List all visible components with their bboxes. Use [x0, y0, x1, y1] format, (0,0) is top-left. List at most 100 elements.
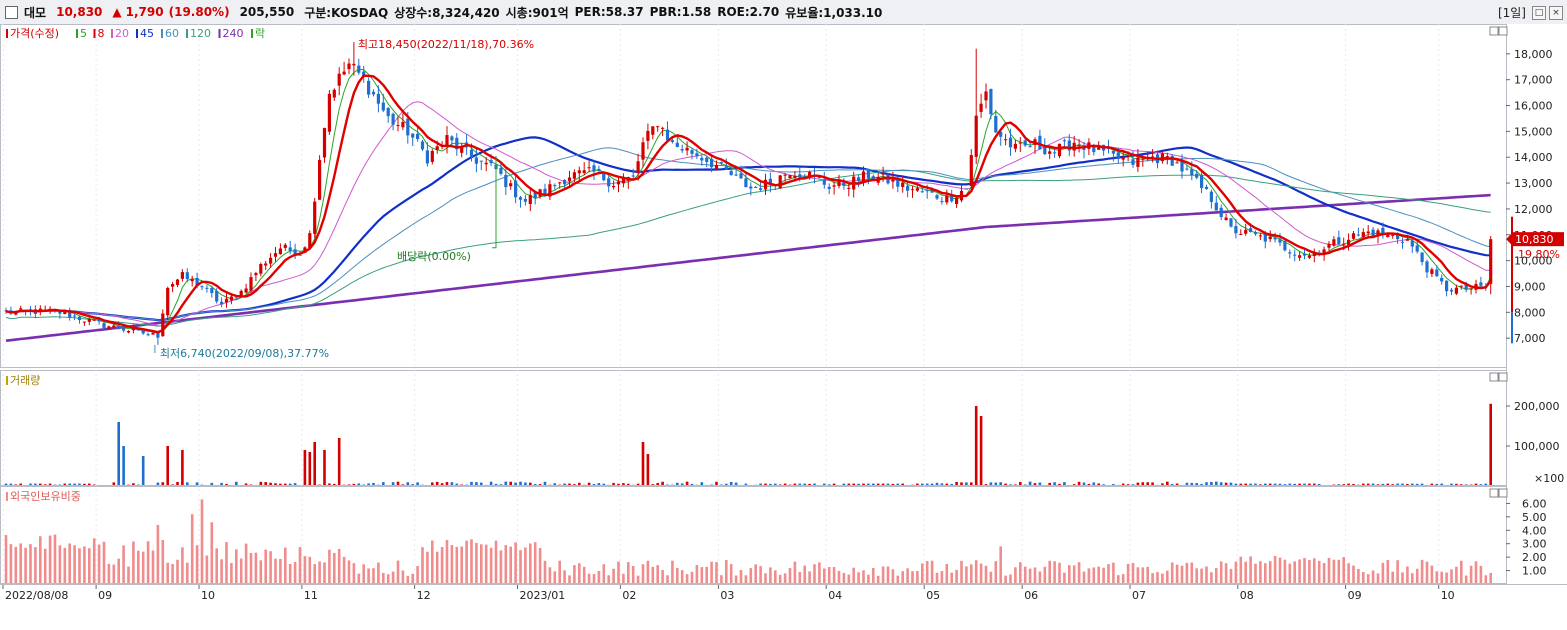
foreign-bar — [974, 560, 978, 583]
stock-chart[interactable]: 2022/08/08 09 10 11 12 2023/01 02 03 04 05 06 07 08 0… — [0, 24, 1567, 630]
volume-bar — [1195, 483, 1198, 485]
candle-body — [1449, 289, 1454, 292]
volume-bar — [455, 483, 459, 485]
x-tick-label: 09 — [98, 589, 112, 602]
volume-bar — [1381, 483, 1385, 485]
candle-body — [1053, 152, 1057, 154]
ma8-line — [5, 74, 1492, 334]
x-tick-label: 11 — [304, 589, 318, 602]
volume-bar — [1411, 483, 1414, 485]
foreign-bar — [1239, 556, 1243, 583]
legend-item: 8 — [98, 27, 105, 40]
volume-bar — [1009, 484, 1012, 485]
volume-bar — [793, 483, 797, 485]
candle-body — [827, 186, 831, 189]
foreign-bar — [293, 561, 297, 583]
candle-body — [714, 165, 719, 170]
volume-bar — [431, 482, 434, 485]
foreign-bar — [352, 563, 356, 583]
foreign-bar — [1440, 571, 1443, 583]
volume-bar — [592, 484, 596, 485]
candle-body — [1219, 207, 1223, 218]
legend-marker — [93, 29, 96, 38]
volume-bar — [1131, 484, 1135, 485]
volume-bar — [489, 481, 493, 485]
volume-bar — [876, 483, 880, 485]
volume-unit-label: ×100 — [1534, 472, 1564, 485]
volume-bar — [1317, 483, 1321, 485]
foreign-bar — [494, 540, 498, 583]
candle-body — [1435, 269, 1439, 277]
candle-body — [930, 190, 934, 193]
select-checkbox[interactable] — [5, 5, 18, 19]
volume-bar — [989, 482, 993, 485]
foreign-bar — [818, 562, 821, 583]
candle-body — [1371, 229, 1375, 237]
legend-marker — [136, 29, 138, 38]
volume-bar — [1146, 482, 1149, 485]
candle-body — [558, 182, 562, 184]
foreign-bar — [1352, 565, 1355, 583]
volume-bar — [940, 483, 944, 485]
candle-body — [185, 272, 189, 279]
foreign-bar — [1464, 575, 1468, 583]
legend-marker — [76, 29, 78, 38]
volume-bar — [1244, 483, 1247, 485]
foreign-bar — [269, 551, 272, 583]
foreign-bar — [1092, 567, 1096, 583]
shares-listed: 상장수:8,324,420 — [394, 5, 500, 20]
maximize-button[interactable]: □ — [1532, 5, 1546, 20]
volume-bar — [333, 483, 336, 485]
volume-bar — [396, 481, 400, 485]
volume-bar — [1175, 483, 1179, 485]
candle-body — [832, 185, 836, 187]
x-tick-label: 12 — [417, 589, 431, 602]
volume-bar — [1072, 484, 1076, 485]
foreign-bar — [445, 540, 449, 583]
candle-body — [553, 185, 557, 187]
volume-bar — [1004, 483, 1007, 485]
volume-bar — [1087, 483, 1091, 485]
volume-bar — [1058, 483, 1061, 485]
volume-bar — [617, 483, 620, 485]
candle-body — [269, 257, 273, 264]
candle-body — [362, 71, 366, 77]
legend-marker — [251, 29, 253, 38]
dividend-annotation: 배당락(0.00%) — [397, 250, 471, 263]
period-selector[interactable]: [1일] — [1497, 6, 1526, 20]
candle-body — [548, 184, 552, 197]
foreign-bar — [92, 538, 96, 583]
candle-body — [602, 173, 606, 181]
foreign-bar — [725, 560, 728, 583]
candle-body — [283, 244, 287, 248]
candle-body — [1454, 287, 1458, 294]
candle-body — [1023, 140, 1027, 146]
volume-bar — [945, 483, 949, 485]
candle-body — [352, 63, 356, 66]
volume-bar — [1097, 483, 1100, 485]
foreign-bar — [249, 552, 253, 583]
volume-bar — [901, 483, 904, 485]
volume-bar — [1102, 484, 1105, 485]
foreign-bar — [1401, 572, 1404, 583]
volume-bar — [1170, 484, 1174, 485]
foreign-bar — [63, 547, 67, 583]
candle-body — [783, 174, 787, 176]
candle-body — [935, 195, 939, 199]
candle-body — [729, 170, 733, 176]
foreign-bar — [930, 560, 934, 583]
volume-bar — [73, 483, 76, 485]
foreign-bar — [813, 564, 816, 583]
foreign-bar — [435, 551, 439, 583]
per-value: PER:58.37 — [574, 5, 644, 19]
candle-body — [239, 290, 243, 297]
close-button[interactable]: × — [1549, 5, 1563, 20]
price-change: 1,790 — [125, 5, 164, 19]
candle-body — [1116, 152, 1120, 159]
foreign-bar — [1479, 565, 1483, 583]
candle-body — [1111, 150, 1115, 154]
volume-bar — [1293, 483, 1296, 485]
volume-bar — [63, 483, 67, 485]
candle-body — [1312, 252, 1316, 256]
candle-body — [1459, 285, 1463, 287]
